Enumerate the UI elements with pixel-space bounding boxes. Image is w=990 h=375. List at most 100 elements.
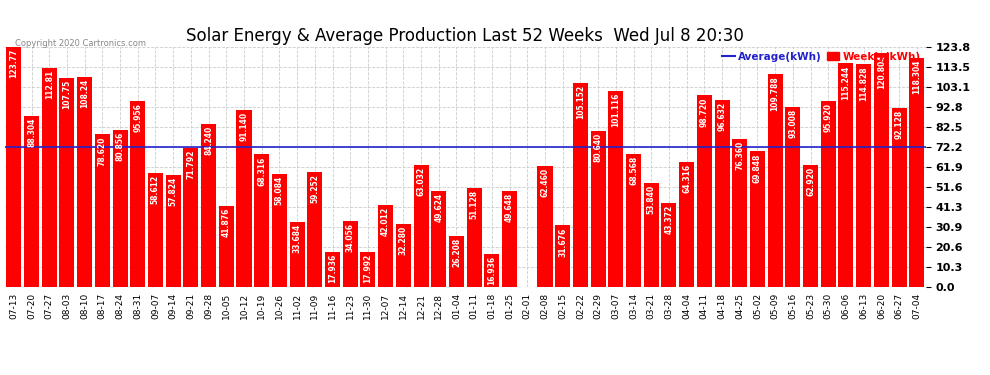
Bar (254, 154, 269, 287)
Bar (307, 172, 323, 287)
Bar (661, 203, 676, 287)
Bar (59, 78, 74, 287)
Text: 64.316: 64.316 (682, 164, 691, 193)
Text: 95.920: 95.920 (824, 103, 833, 132)
Bar (679, 162, 694, 287)
Bar (237, 110, 251, 287)
Text: 71.792: 71.792 (186, 150, 195, 179)
Text: 59.252: 59.252 (310, 174, 320, 203)
Text: 93.008: 93.008 (788, 108, 797, 138)
Bar (839, 63, 853, 287)
Text: Copyright 2020 Cartronics.com: Copyright 2020 Cartronics.com (15, 39, 146, 48)
Bar (77, 77, 92, 287)
Bar (396, 224, 411, 287)
Text: 101.116: 101.116 (611, 93, 621, 127)
Bar (785, 106, 800, 287)
Text: 69.848: 69.848 (753, 153, 762, 183)
Text: 62.920: 62.920 (806, 167, 815, 196)
Bar (24, 116, 39, 287)
Text: 16.936: 16.936 (487, 256, 496, 285)
Text: 96.632: 96.632 (718, 102, 727, 130)
Bar (95, 135, 110, 287)
Title: Solar Energy & Average Production Last 52 Weeks  Wed Jul 8 20:30: Solar Energy & Average Production Last 5… (186, 27, 744, 45)
Bar (378, 206, 393, 287)
Text: 34.056: 34.056 (346, 223, 354, 252)
Text: 62.460: 62.460 (541, 168, 549, 197)
Text: 17.936: 17.936 (328, 254, 337, 283)
Text: 58.612: 58.612 (150, 175, 160, 204)
Text: 108.24: 108.24 (80, 79, 89, 108)
Text: 78.620: 78.620 (98, 136, 107, 166)
Bar (715, 99, 730, 287)
Bar (767, 74, 783, 287)
Bar (555, 225, 570, 287)
Bar (466, 188, 482, 287)
Bar (6, 47, 22, 287)
Text: 80.856: 80.856 (116, 132, 125, 161)
Bar (573, 83, 588, 287)
Text: 43.372: 43.372 (664, 205, 673, 234)
Text: 98.720: 98.720 (700, 98, 709, 127)
Bar (892, 108, 907, 287)
Bar (448, 236, 464, 287)
Bar (201, 124, 216, 287)
Text: 17.992: 17.992 (363, 254, 372, 283)
Text: 123.77: 123.77 (9, 49, 18, 78)
Bar (803, 165, 818, 287)
Text: 107.75: 107.75 (62, 80, 71, 109)
Text: 80.640: 80.640 (594, 132, 603, 162)
Bar (733, 139, 747, 287)
Bar (538, 166, 552, 287)
Bar (484, 254, 499, 287)
Text: 49.648: 49.648 (505, 193, 514, 222)
Bar (42, 68, 56, 287)
Bar (697, 96, 712, 287)
Bar (343, 221, 357, 287)
Bar (856, 64, 871, 287)
Text: 92.128: 92.128 (895, 110, 904, 140)
Text: 51.128: 51.128 (469, 190, 478, 219)
Text: 31.676: 31.676 (558, 227, 567, 256)
Bar (821, 101, 836, 287)
Text: 120.804: 120.804 (877, 55, 886, 89)
Text: 68.316: 68.316 (257, 156, 266, 186)
Text: 63.032: 63.032 (417, 166, 426, 196)
Bar (360, 252, 375, 287)
Bar (219, 206, 234, 287)
Bar (909, 57, 925, 287)
Text: 68.568: 68.568 (629, 156, 638, 185)
Text: 53.840: 53.840 (646, 184, 655, 214)
Text: 114.828: 114.828 (859, 66, 868, 101)
Text: 88.304: 88.304 (27, 118, 36, 147)
Text: 95.956: 95.956 (134, 103, 143, 132)
Text: 84.240: 84.240 (204, 126, 213, 155)
Bar (148, 173, 163, 287)
Bar (644, 183, 658, 287)
Text: 41.876: 41.876 (222, 208, 231, 237)
Bar (608, 91, 624, 287)
Text: 33.684: 33.684 (293, 224, 302, 253)
Text: 109.788: 109.788 (770, 76, 780, 111)
Legend: Average(kWh), Weekly(kWh): Average(kWh), Weekly(kWh) (722, 52, 921, 62)
Bar (502, 190, 517, 287)
Bar (131, 101, 146, 287)
Bar (165, 175, 181, 287)
Bar (874, 53, 889, 287)
Bar (432, 190, 446, 287)
Text: 26.208: 26.208 (452, 238, 461, 267)
Text: 32.280: 32.280 (399, 226, 408, 255)
Bar (325, 252, 340, 287)
Bar (289, 222, 305, 287)
Bar (272, 174, 287, 287)
Bar (183, 148, 198, 287)
Text: 57.824: 57.824 (168, 177, 177, 206)
Text: 76.360: 76.360 (736, 141, 744, 170)
Bar (414, 165, 429, 287)
Bar (113, 130, 128, 287)
Text: 105.152: 105.152 (576, 85, 585, 119)
Text: 42.012: 42.012 (381, 207, 390, 237)
Text: 91.140: 91.140 (240, 112, 248, 141)
Text: 58.084: 58.084 (275, 176, 284, 206)
Text: 118.304: 118.304 (913, 60, 922, 94)
Text: 112.81: 112.81 (45, 70, 53, 99)
